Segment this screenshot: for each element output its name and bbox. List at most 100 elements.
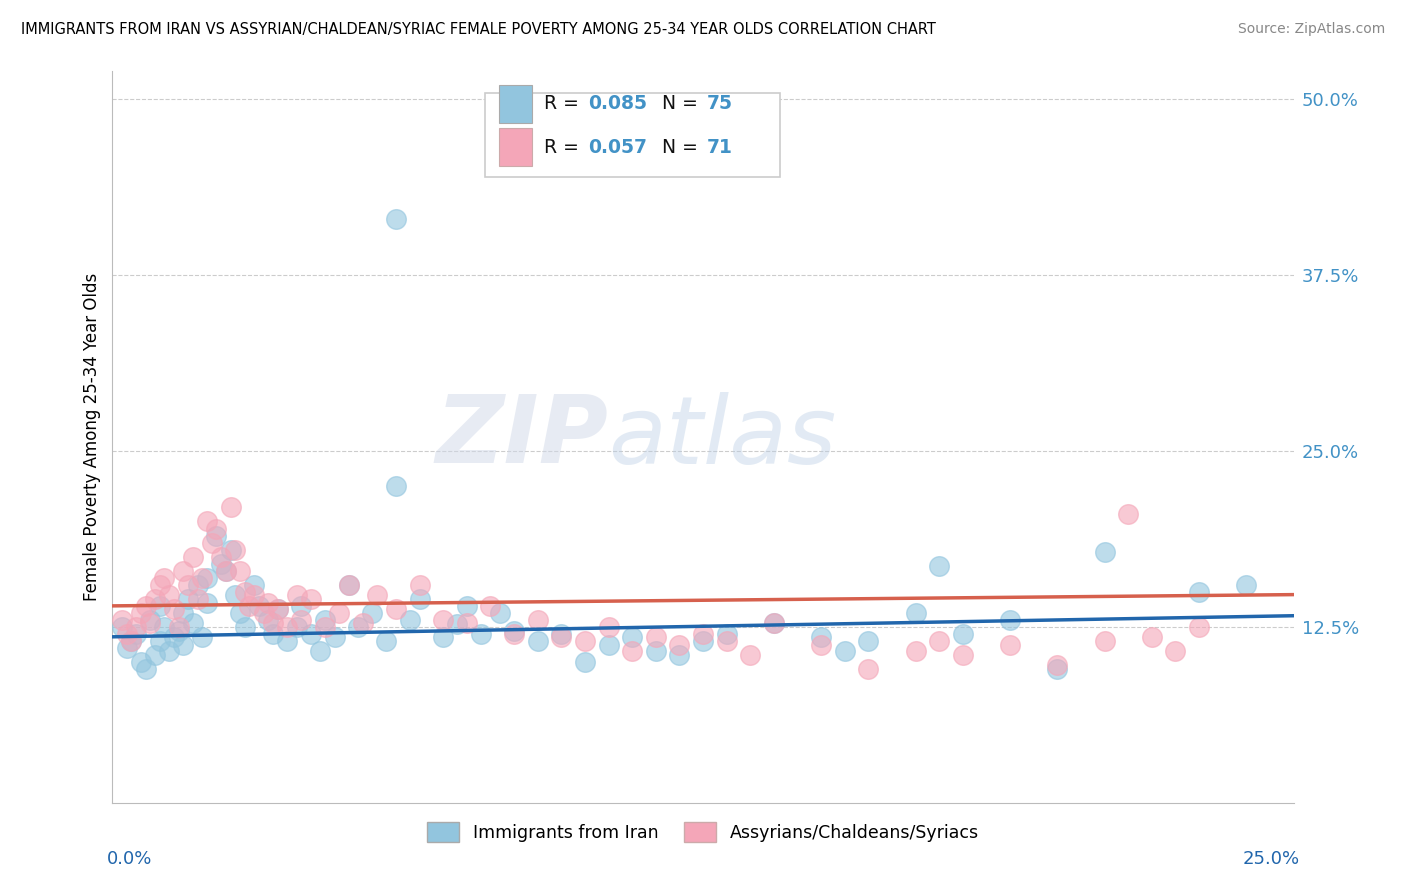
Point	[337, 578, 360, 592]
Point	[621, 630, 644, 644]
Point	[167, 620, 190, 634]
Point	[262, 627, 284, 641]
Point	[257, 613, 280, 627]
Point	[323, 630, 346, 644]
Point	[191, 630, 214, 644]
Point	[1188, 620, 1211, 634]
Point	[120, 634, 142, 648]
FancyBboxPatch shape	[499, 85, 531, 123]
Point	[810, 638, 832, 652]
Point	[928, 634, 950, 648]
Point	[219, 542, 242, 557]
Point	[314, 620, 336, 634]
Point	[928, 559, 950, 574]
Point	[172, 638, 194, 652]
Point	[229, 564, 252, 578]
Point	[574, 655, 596, 669]
Point	[299, 627, 322, 641]
Point	[1116, 508, 1139, 522]
Point	[810, 630, 832, 644]
Point	[366, 588, 388, 602]
Point	[129, 655, 152, 669]
Point	[163, 601, 186, 615]
Point	[834, 644, 856, 658]
Point	[115, 641, 138, 656]
Point	[219, 500, 242, 515]
Point	[503, 627, 526, 641]
Point	[347, 620, 370, 634]
Point	[399, 613, 422, 627]
Y-axis label: Female Poverty Among 25-34 Year Olds: Female Poverty Among 25-34 Year Olds	[83, 273, 101, 601]
Point	[135, 662, 157, 676]
Point	[692, 627, 714, 641]
Point	[668, 638, 690, 652]
Point	[153, 620, 176, 634]
Point	[456, 599, 478, 613]
Point	[375, 634, 398, 648]
Point	[125, 620, 148, 634]
FancyBboxPatch shape	[499, 128, 531, 167]
Point	[215, 564, 238, 578]
Point	[432, 613, 454, 627]
Text: ZIP: ZIP	[436, 391, 609, 483]
Point	[598, 620, 620, 634]
Point	[1046, 662, 1069, 676]
Text: atlas: atlas	[609, 392, 837, 483]
Point	[432, 630, 454, 644]
Point	[644, 644, 666, 658]
Text: Source: ZipAtlas.com: Source: ZipAtlas.com	[1237, 22, 1385, 37]
Point	[125, 627, 148, 641]
Point	[238, 599, 260, 613]
Point	[215, 564, 238, 578]
Point	[181, 549, 204, 564]
Point	[115, 627, 138, 641]
Point	[135, 599, 157, 613]
Text: N =: N =	[662, 95, 703, 113]
Point	[692, 634, 714, 648]
Point	[998, 638, 1021, 652]
Point	[191, 571, 214, 585]
Point	[1164, 644, 1187, 658]
Point	[361, 606, 384, 620]
Point	[385, 601, 408, 615]
Point	[762, 615, 785, 630]
Point	[257, 596, 280, 610]
Point	[470, 627, 492, 641]
FancyBboxPatch shape	[485, 94, 780, 178]
Point	[111, 613, 134, 627]
Text: R =: R =	[544, 95, 585, 113]
Point	[195, 571, 218, 585]
Point	[446, 617, 468, 632]
Point	[285, 620, 308, 634]
Point	[904, 644, 927, 658]
Text: 0.085: 0.085	[589, 95, 647, 113]
Point	[299, 591, 322, 606]
Point	[716, 634, 738, 648]
Point	[177, 591, 200, 606]
Point	[157, 644, 180, 658]
Point	[177, 578, 200, 592]
Text: 71: 71	[707, 138, 733, 157]
Point	[139, 613, 162, 627]
Text: N =: N =	[662, 138, 703, 157]
Point	[233, 620, 256, 634]
Point	[285, 588, 308, 602]
Point	[129, 606, 152, 620]
Point	[479, 599, 502, 613]
Point	[668, 648, 690, 662]
Point	[290, 599, 312, 613]
Point	[952, 648, 974, 662]
Point	[526, 634, 548, 648]
Point	[186, 591, 208, 606]
Point	[550, 630, 572, 644]
Point	[209, 549, 232, 564]
Text: 0.0%: 0.0%	[107, 850, 152, 868]
Point	[205, 528, 228, 542]
Point	[195, 596, 218, 610]
Legend: Immigrants from Iran, Assyrians/Chaldeans/Syriacs: Immigrants from Iran, Assyrians/Chaldean…	[420, 815, 986, 849]
Point	[550, 627, 572, 641]
Point	[157, 588, 180, 602]
Point	[456, 615, 478, 630]
Text: 75: 75	[707, 95, 733, 113]
Point	[172, 564, 194, 578]
